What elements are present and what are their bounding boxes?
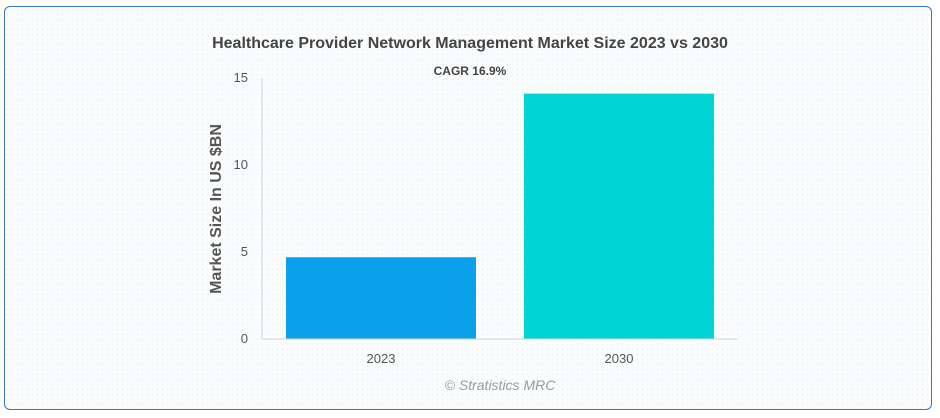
y-tick-label: 5 [241,244,248,259]
x-tick-label: 2023 [367,351,396,366]
y-axis: 0 5 10 15 [234,70,263,346]
y-tick-label: 15 [234,70,248,85]
y-axis-label: Market Size In US $BN [208,124,225,294]
bars [286,93,714,339]
x-tick-label: 2030 [605,351,634,366]
x-axis: 2023 2030 [262,338,738,366]
chart-title: Healthcare Provider Network Management M… [212,35,728,52]
y-tick-label: 0 [241,331,248,346]
cagr-annotation: CAGR 16.9% [434,64,507,78]
bar-2030[interactable] [524,93,714,339]
chart-frame [4,6,932,410]
source-credit: © Stratistics MRC [445,377,557,393]
bar-2023[interactable] [286,257,476,339]
y-tick-label: 10 [234,157,248,172]
